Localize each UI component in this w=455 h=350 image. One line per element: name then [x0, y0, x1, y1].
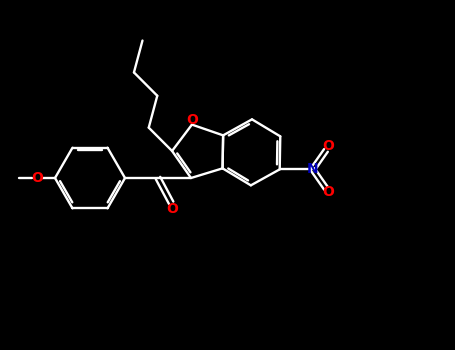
Text: O: O	[31, 171, 43, 185]
Text: O: O	[166, 202, 178, 216]
Text: O: O	[322, 139, 334, 153]
Text: O: O	[322, 185, 334, 199]
Text: N: N	[307, 162, 318, 176]
Text: O: O	[186, 113, 198, 127]
